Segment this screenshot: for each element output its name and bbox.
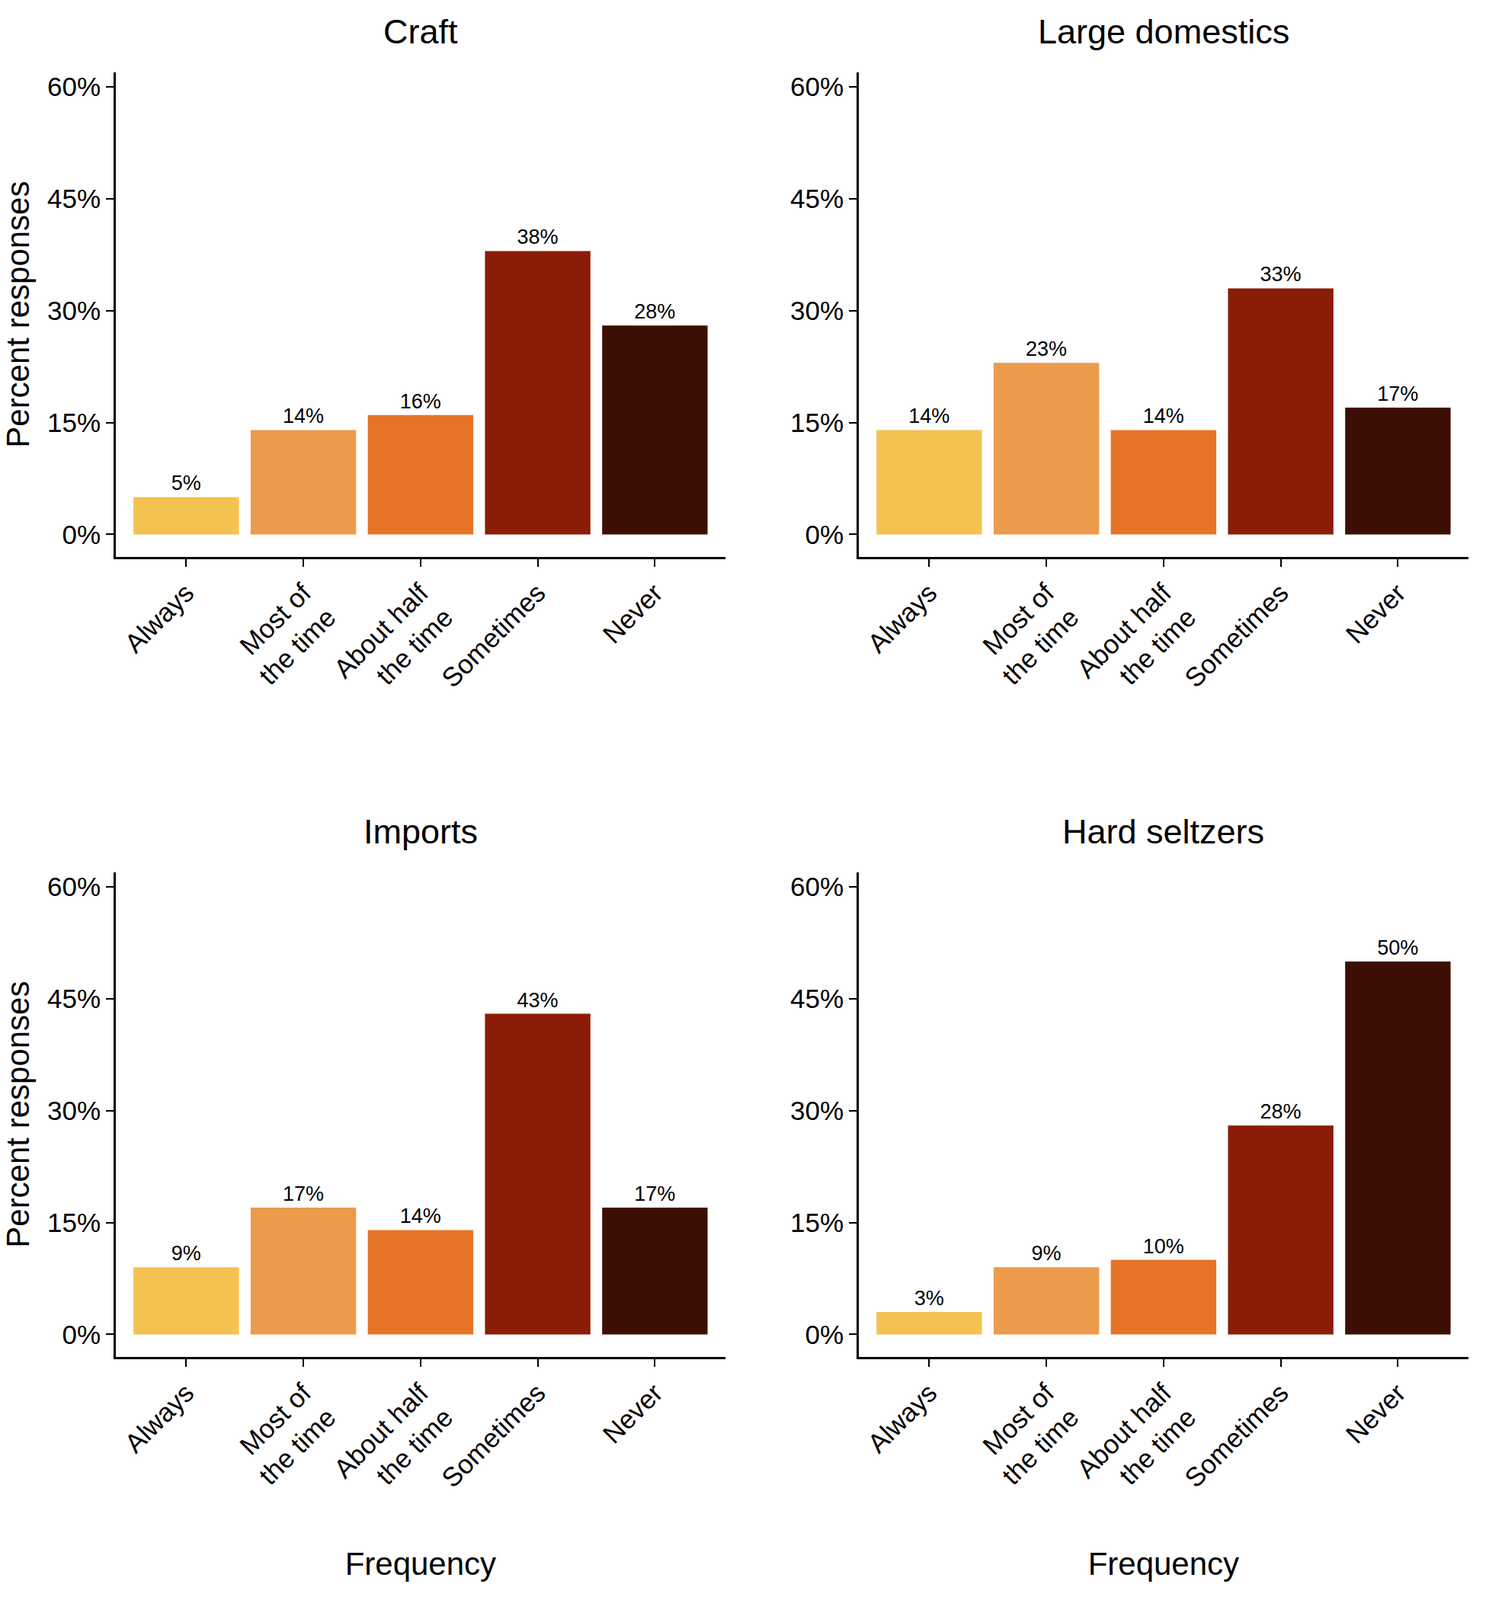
svg-text:Never: Never: [596, 577, 669, 650]
svg-text:23%: 23%: [1025, 337, 1067, 361]
svg-text:Sometimes: Sometimes: [1178, 1377, 1294, 1493]
svg-text:0%: 0%: [62, 1319, 102, 1350]
svg-text:Most ofthe time: Most ofthe time: [971, 1377, 1085, 1491]
svg-text:14%: 14%: [282, 404, 324, 428]
svg-text:Never: Never: [596, 1377, 669, 1450]
svg-text:Always: Always: [861, 1377, 943, 1459]
svg-text:16%: 16%: [400, 390, 442, 414]
svg-text:33%: 33%: [1260, 262, 1302, 286]
svg-text:Percent responses: Percent responses: [0, 181, 36, 449]
svg-text:38%: 38%: [517, 225, 559, 249]
svg-text:Most ofthe time: Most ofthe time: [971, 577, 1085, 691]
svg-text:Frequency: Frequency: [345, 1546, 497, 1583]
svg-text:Large domestics: Large domestics: [1037, 12, 1290, 52]
svg-text:15%: 15%: [47, 407, 101, 438]
svg-text:30%: 30%: [47, 295, 101, 326]
svg-text:10%: 10%: [1143, 1235, 1185, 1259]
svg-text:5%: 5%: [171, 471, 202, 495]
svg-text:14%: 14%: [1143, 404, 1185, 428]
svg-text:30%: 30%: [790, 295, 844, 326]
svg-text:45%: 45%: [790, 183, 844, 214]
svg-text:Sometimes: Sometimes: [435, 577, 551, 693]
svg-text:60%: 60%: [47, 71, 101, 102]
svg-text:45%: 45%: [790, 983, 844, 1014]
svg-text:Most ofthe time: Most ofthe time: [228, 1377, 342, 1491]
svg-text:Sometimes: Sometimes: [435, 1377, 551, 1493]
svg-text:Imports: Imports: [363, 812, 478, 852]
svg-text:60%: 60%: [47, 871, 101, 902]
svg-text:Frequency: Frequency: [1088, 1546, 1240, 1583]
svg-text:17%: 17%: [634, 1182, 676, 1206]
svg-text:Never: Never: [1339, 1377, 1412, 1450]
svg-text:14%: 14%: [400, 1204, 442, 1228]
svg-text:28%: 28%: [1260, 1100, 1302, 1124]
svg-text:45%: 45%: [47, 183, 101, 214]
svg-text:Craft: Craft: [383, 12, 458, 52]
svg-text:17%: 17%: [1377, 382, 1419, 406]
svg-text:0%: 0%: [805, 519, 845, 550]
svg-text:30%: 30%: [790, 1095, 844, 1126]
svg-text:Always: Always: [118, 1377, 200, 1459]
svg-text:60%: 60%: [790, 871, 844, 902]
svg-text:60%: 60%: [790, 71, 844, 102]
svg-text:About halfthe time: About halfthe time: [327, 577, 458, 708]
svg-text:0%: 0%: [805, 1319, 845, 1350]
svg-text:17%: 17%: [282, 1182, 324, 1206]
svg-text:3%: 3%: [914, 1287, 945, 1310]
svg-text:0%: 0%: [62, 519, 102, 550]
svg-text:Percent responses: Percent responses: [0, 981, 36, 1249]
svg-text:43%: 43%: [517, 989, 559, 1013]
svg-text:Most ofthe time: Most ofthe time: [228, 577, 342, 691]
svg-text:9%: 9%: [1031, 1242, 1062, 1266]
svg-text:28%: 28%: [634, 300, 676, 324]
svg-text:15%: 15%: [790, 407, 844, 438]
svg-text:30%: 30%: [47, 1095, 101, 1126]
svg-text:Sometimes: Sometimes: [1178, 577, 1294, 693]
svg-text:15%: 15%: [790, 1207, 844, 1238]
svg-text:About halfthe time: About halfthe time: [327, 1377, 458, 1509]
svg-text:Hard seltzers: Hard seltzers: [1062, 812, 1265, 852]
svg-text:Always: Always: [118, 577, 200, 659]
svg-text:Never: Never: [1339, 577, 1412, 650]
svg-text:45%: 45%: [47, 983, 101, 1014]
svg-text:15%: 15%: [47, 1207, 101, 1238]
svg-text:50%: 50%: [1377, 936, 1419, 960]
svg-text:Always: Always: [861, 577, 943, 659]
svg-text:9%: 9%: [171, 1242, 202, 1266]
svg-text:About halfthe time: About halfthe time: [1070, 1377, 1201, 1509]
svg-text:14%: 14%: [908, 404, 950, 428]
svg-text:About halfthe time: About halfthe time: [1070, 577, 1201, 708]
